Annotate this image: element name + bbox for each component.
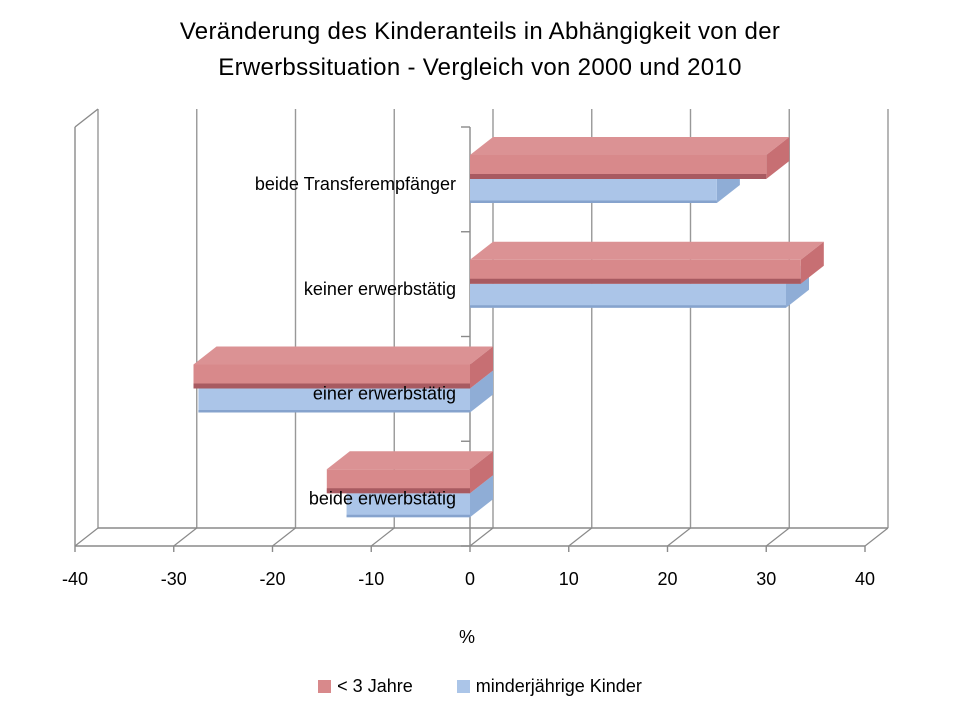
bar [470,283,786,308]
bar-top-face [193,346,493,365]
bar [198,388,470,413]
legend-label: < 3 Jahre [337,676,413,696]
chart-title-line1: Veränderung des Kinderanteils in Abhängi… [179,18,781,45]
bar-bottom-edge [470,200,717,203]
x-tick-label: 40 [855,569,875,589]
bar-end-face [800,241,824,284]
bar-bottom-edge [198,410,470,413]
floor-depth-line [667,527,691,547]
bar [346,493,470,518]
x-tick-label: 20 [657,569,677,589]
category-label: einer erwerbstätig [313,384,456,404]
x-tick-label: 10 [559,569,579,589]
legend: < 3 Jahre minderjährige Kinder [0,676,960,697]
floor-depth-line [370,527,395,547]
bar-bottom-edge [470,278,801,284]
bar-bottom-edge [326,488,470,494]
floor-depth-line [765,527,790,547]
legend-item-2: minderjährige Kinder [456,676,642,697]
chart-title-line2: Erwerbssituation - Vergleich von 2000 un… [218,54,742,81]
bar-top-face [470,241,824,260]
category-label: beide Transferempfänger [255,174,456,194]
x-tick-label: -10 [358,569,384,589]
floor-depth-line [173,527,198,547]
category-label: beide erwerbstätig [309,488,456,508]
legend-item-1: < 3 Jahre [318,676,413,697]
floor-depth-line [272,527,296,547]
legend-swatch [456,680,470,693]
category-label: keiner erwerbstätig [304,279,456,299]
x-tick-label: -20 [259,569,285,589]
bar [470,179,717,203]
x-tick-label: -40 [62,569,88,589]
x-tick-label: 30 [756,569,776,589]
bar-bottom-edge [193,383,470,389]
bar-bottom-edge [346,514,470,518]
floor-depth-line [568,527,593,547]
x-tick-label: -30 [161,569,187,589]
floor-depth-line [469,527,494,547]
bar-bottom-edge [470,174,767,179]
bar-end-face [766,137,790,179]
bar-top-face [326,451,493,470]
bar-bottom-edge [470,305,786,308]
legend-label: minderjährige Kinder [475,676,642,696]
bar-end-face [470,475,493,518]
bar-end-face [470,346,493,389]
x-axis-title: % [459,627,475,647]
x-tick-label: 0 [465,569,475,589]
left-wall-top-edge [74,108,99,128]
bar-end-face [470,370,493,413]
floor-depth-line [74,527,99,547]
bar-end-face [470,451,493,494]
bar-top-face [470,137,790,155]
chart-title: Veränderung des Kinderanteils in Abhängi… [0,14,960,86]
floor-depth-line [864,527,889,547]
legend-swatch [318,680,332,693]
